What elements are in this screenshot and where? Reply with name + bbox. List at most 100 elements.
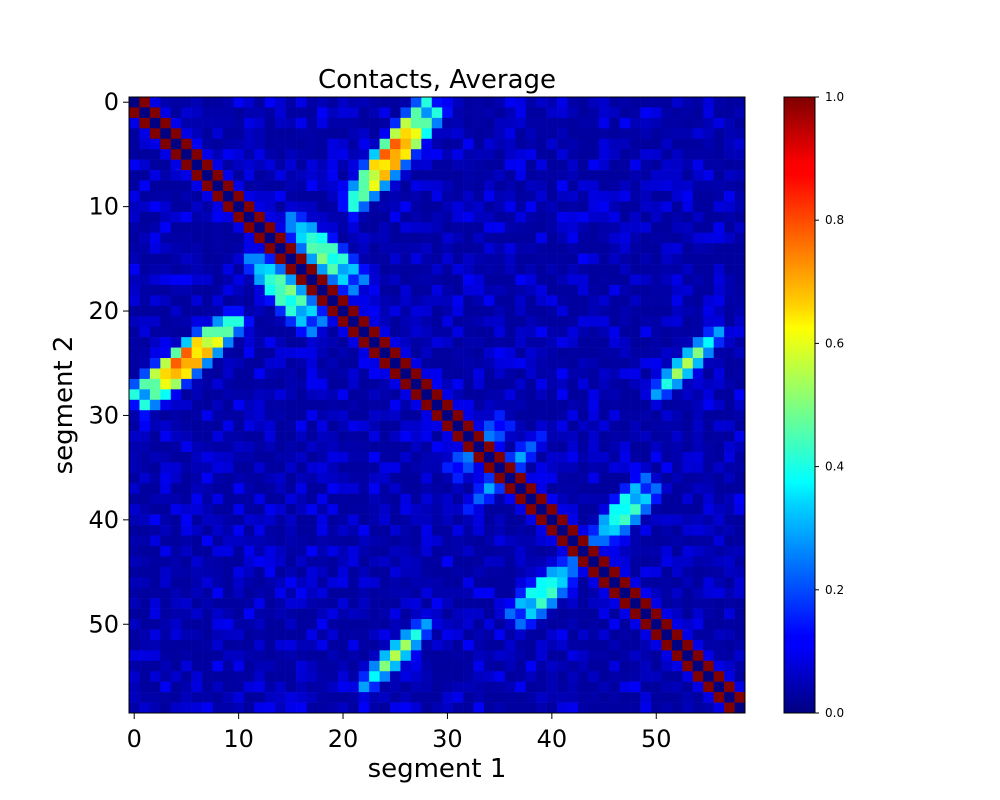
heatmap-cell: [734, 232, 746, 244]
heatmap-cell: [640, 462, 652, 474]
heatmap-cell: [525, 671, 537, 682]
heatmap-cell: [431, 326, 443, 338]
heatmap-cell: [306, 462, 318, 474]
heatmap-cell: [473, 97, 485, 108]
heatmap-cell: [129, 128, 140, 140]
heatmap-cell: [170, 326, 182, 338]
heatmap-cell: [264, 535, 276, 547]
heatmap-cell: [358, 170, 370, 181]
heatmap-cell: [316, 170, 328, 181]
heatmap-cell: [452, 650, 464, 662]
heatmap-cell: [734, 493, 746, 505]
heatmap-cell: [651, 650, 662, 662]
heatmap-cell: [567, 97, 579, 108]
heatmap-cell: [264, 232, 276, 244]
heatmap-cell: [285, 284, 297, 296]
heatmap-cell: [651, 504, 662, 515]
heatmap-cell: [504, 702, 516, 714]
heatmap-cell: [713, 253, 725, 265]
heatmap-cell: [651, 389, 662, 401]
heatmap-cell: [494, 671, 506, 682]
heatmap-cell: [713, 431, 725, 442]
heatmap-cell: [431, 159, 443, 171]
heatmap-cell: [369, 681, 380, 693]
heatmap-cell: [369, 316, 380, 327]
heatmap-cell: [619, 483, 631, 495]
heatmap-cell: [588, 211, 600, 223]
heatmap-cell: [369, 326, 380, 338]
heatmap-cell: [400, 702, 412, 714]
heatmap-cell: [682, 671, 694, 682]
heatmap-cell: [358, 326, 370, 338]
heatmap-cell: [734, 535, 746, 547]
heatmap-cell: [661, 681, 673, 693]
heatmap-cell: [703, 97, 714, 108]
heatmap-cell: [348, 107, 359, 119]
heatmap-cell: [379, 399, 391, 411]
heatmap-cell: [233, 211, 245, 223]
heatmap-cell: [640, 305, 652, 317]
heatmap-cell: [463, 629, 474, 641]
heatmap-cell: [421, 451, 433, 463]
heatmap-cell: [494, 681, 506, 693]
heatmap-cell: [275, 170, 286, 181]
heatmap-cell: [609, 211, 621, 223]
heatmap-cell: [442, 180, 453, 192]
heatmap-cell: [661, 535, 673, 547]
heatmap-cell: [191, 170, 203, 181]
heatmap-cell: [630, 138, 641, 150]
heatmap-cell: [410, 566, 422, 578]
heatmap-cell: [546, 514, 558, 526]
heatmap-cell: [181, 159, 192, 171]
heatmap-cell: [651, 410, 662, 421]
heatmap-cell: [671, 535, 683, 547]
heatmap-cell: [160, 692, 172, 703]
heatmap-cell: [410, 117, 422, 129]
heatmap-cell: [588, 97, 600, 108]
heatmap-cell: [577, 671, 589, 682]
heatmap-cell: [442, 117, 453, 129]
heatmap-cell: [129, 671, 140, 682]
heatmap-cell: [212, 493, 224, 505]
heatmap-cell: [494, 180, 506, 192]
heatmap-cell: [588, 232, 600, 244]
heatmap-cell: [630, 159, 641, 171]
heatmap-cell: [724, 358, 735, 369]
heatmap-cell: [546, 545, 558, 557]
heatmap-cell: [494, 347, 506, 359]
heatmap-cell: [724, 410, 735, 421]
heatmap-cell: [515, 190, 527, 202]
heatmap-cell: [577, 378, 589, 390]
heatmap-cell: [609, 347, 621, 359]
heatmap-cell: [494, 566, 506, 578]
heatmap-cell: [316, 274, 328, 286]
heatmap-cell: [285, 619, 297, 630]
heatmap-cell: [264, 410, 276, 421]
heatmap-cell: [567, 201, 579, 213]
heatmap-cell: [379, 441, 391, 453]
heatmap-cell: [557, 525, 568, 536]
heatmap-cell: [243, 378, 255, 390]
heatmap-cell: [483, 274, 495, 286]
heatmap-cell: [327, 232, 339, 244]
heatmap-cell: [609, 577, 621, 589]
heatmap-cell: [713, 451, 725, 463]
heatmap-cell: [724, 190, 735, 202]
heatmap-cell: [557, 702, 568, 714]
heatmap-cell: [222, 598, 234, 609]
heatmap-cell: [692, 305, 704, 317]
heatmap-cell: [692, 201, 704, 213]
heatmap-cell: [703, 462, 714, 474]
heatmap-cell: [651, 702, 662, 714]
heatmap-cell: [400, 504, 412, 515]
heatmap-cell: [348, 253, 359, 265]
heatmap-cell: [160, 316, 172, 327]
heatmap-cell: [431, 295, 443, 307]
heatmap-cell: [452, 671, 464, 682]
heatmap-cell: [243, 462, 255, 474]
heatmap-cell: [202, 399, 213, 411]
heatmap-cell: [588, 566, 600, 578]
heatmap-cell: [483, 107, 495, 119]
heatmap-cell: [160, 681, 172, 693]
